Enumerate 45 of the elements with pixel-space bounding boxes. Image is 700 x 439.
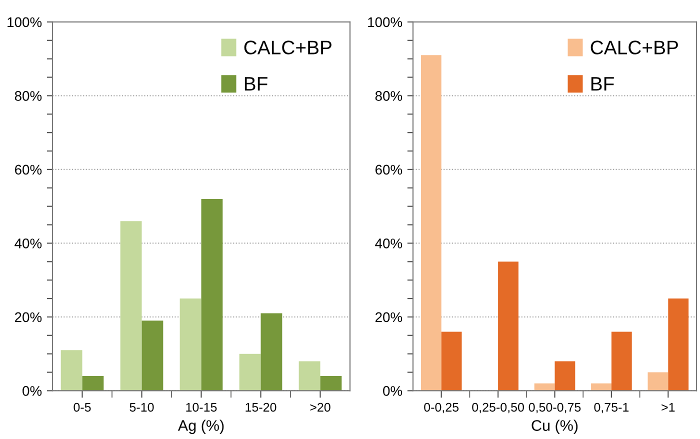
bar — [201, 198, 223, 391]
x-tick-label: >1 — [662, 402, 675, 412]
bar — [554, 361, 576, 391]
bar — [648, 372, 668, 391]
y-tick-label: 40% — [14, 238, 42, 248]
x-tick-label: 0,25-0,50 — [472, 402, 524, 414]
bar — [60, 350, 82, 391]
bar — [142, 320, 164, 391]
x-tick-label: 15-20 — [246, 402, 276, 412]
legend-label: BF — [244, 77, 268, 91]
y-tick-label: 80% — [375, 91, 402, 101]
y-tick-label: 60% — [375, 164, 402, 175]
bar — [260, 313, 282, 391]
y-tick-label: 0% — [383, 386, 402, 396]
bar — [239, 354, 261, 391]
y-tick-label: 60% — [14, 164, 42, 175]
bar — [668, 298, 689, 391]
x-tick-label: 0,75-1 — [594, 402, 629, 414]
bar — [82, 376, 104, 391]
x-axis-title: Cu (%) — [532, 420, 578, 434]
x-tick-label: 0-5 — [74, 402, 91, 412]
y-tick-label: 80% — [14, 91, 42, 101]
x-tick-label: 10-15 — [186, 402, 217, 412]
bar — [611, 332, 632, 391]
bar — [320, 376, 342, 391]
x-axis-title: Ag (%) — [178, 420, 224, 434]
bar — [298, 361, 320, 391]
legend-label: CALC+BP — [590, 40, 678, 54]
y-tick-label: 20% — [375, 312, 402, 322]
bar — [441, 332, 462, 391]
y-tick-label: 100% — [368, 17, 402, 28]
x-tick-label: 5-10 — [130, 402, 154, 412]
legend-label: CALC+BP — [244, 40, 332, 54]
x-tick-label: 0,50-0,75 — [528, 402, 581, 414]
x-tick-label: 0-0,25 — [424, 402, 459, 414]
bar — [498, 262, 518, 391]
x-tick-label: >20 — [310, 402, 330, 412]
bar — [120, 221, 142, 391]
y-tick-label: 100% — [8, 17, 42, 28]
legend-label: BF — [591, 77, 614, 91]
y-tick-label: 20% — [14, 312, 42, 322]
bar — [420, 55, 442, 391]
y-tick-label: 0% — [22, 386, 42, 396]
bar — [180, 298, 202, 391]
y-tick-label: 40% — [375, 238, 402, 248]
